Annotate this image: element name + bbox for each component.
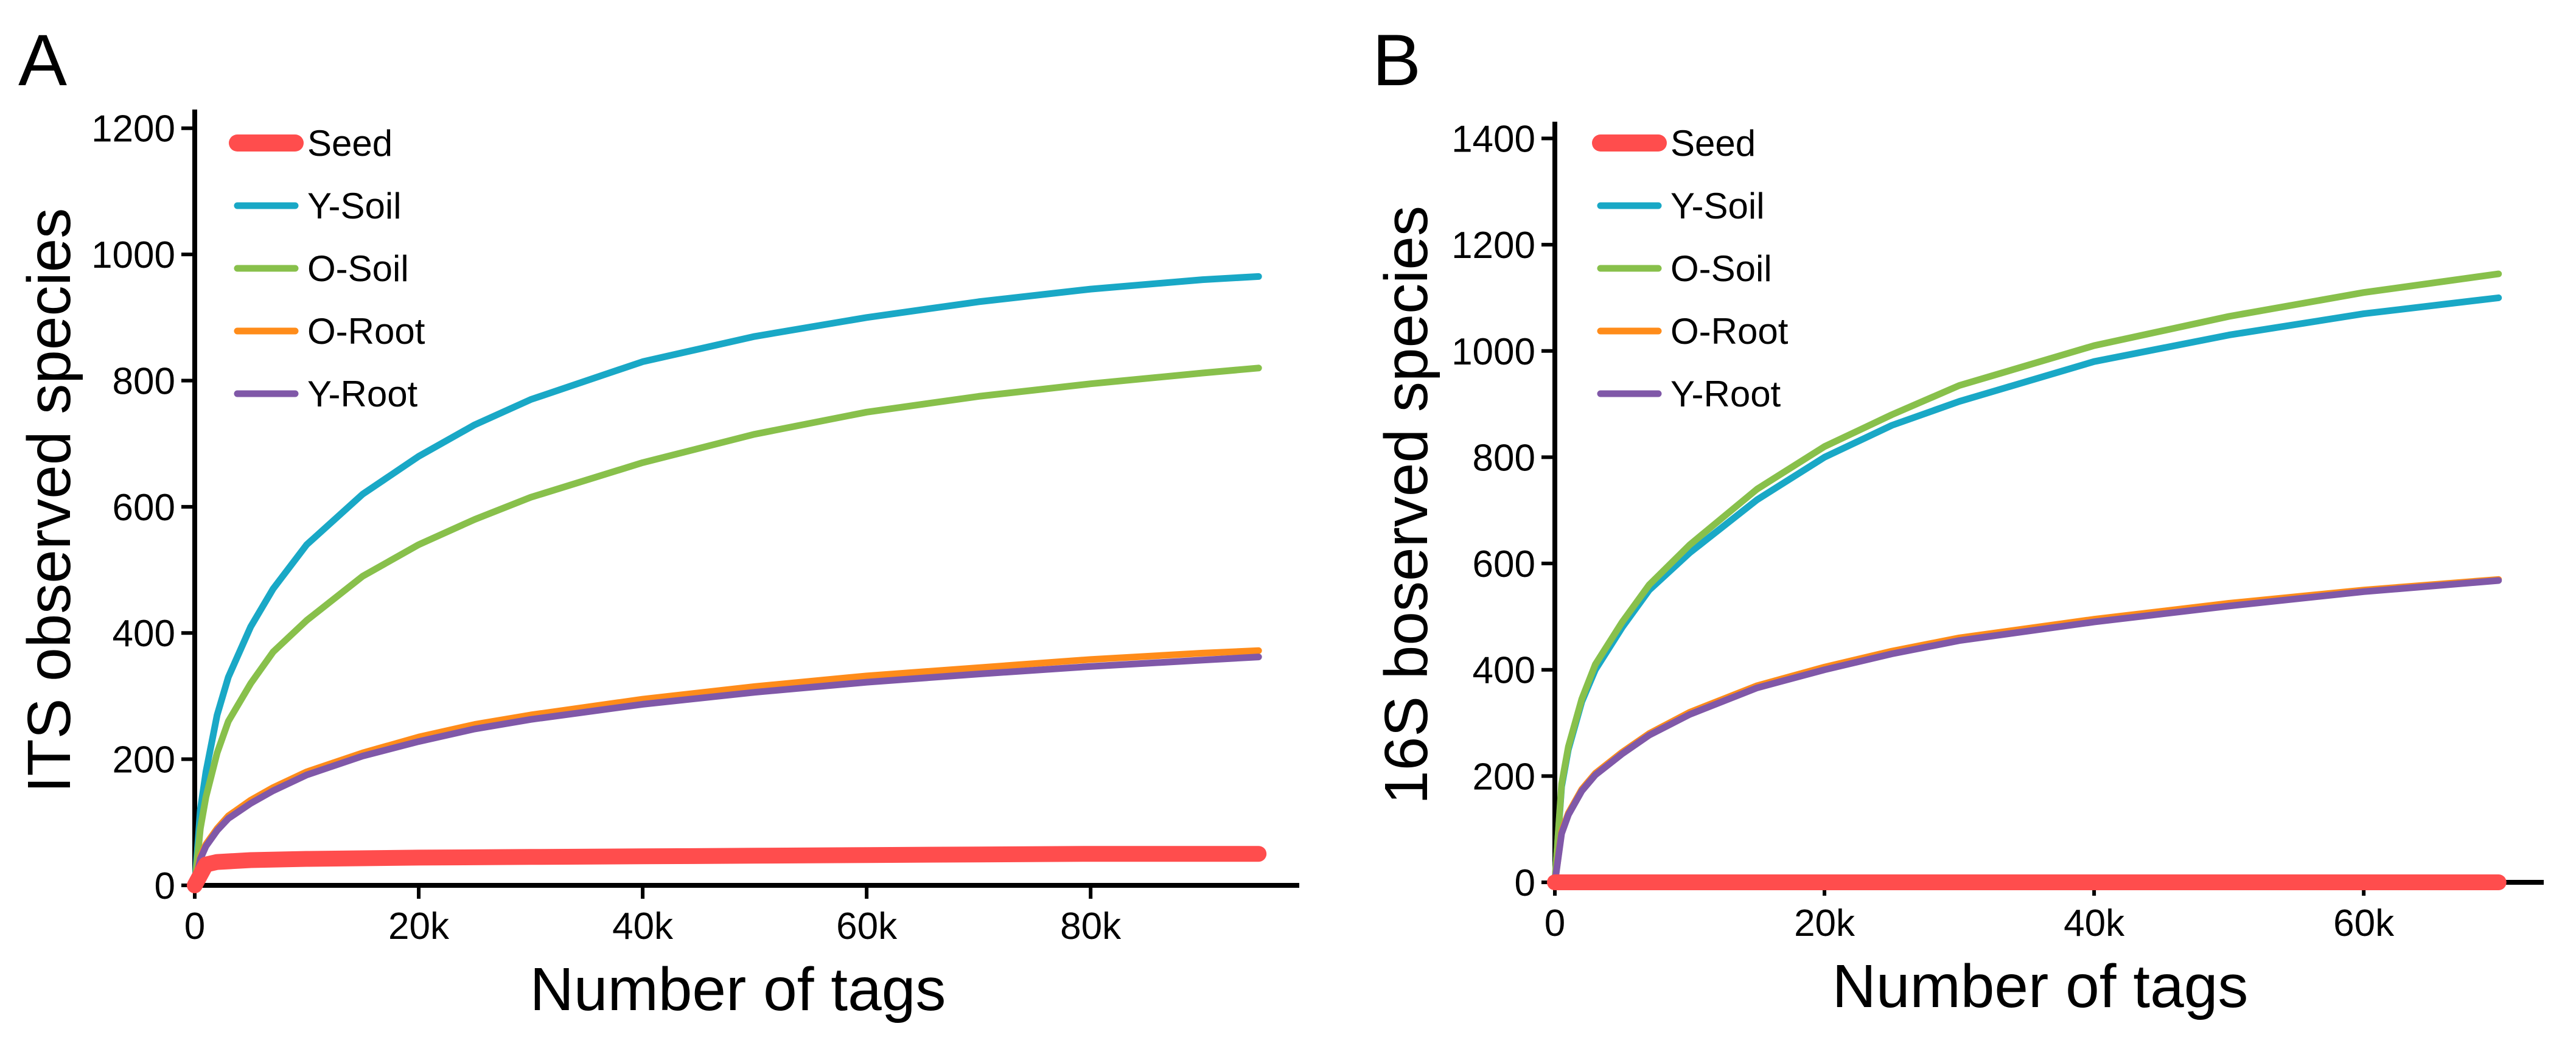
- legend-label: O-Soil: [1670, 248, 1772, 289]
- panel-letter: A: [18, 19, 67, 101]
- panel-b: B 0 200 400 600 800 1000 1200 1400 0 20k 40k 60k Numb…: [1372, 19, 2544, 1020]
- legend-label: Y-Soil: [307, 186, 402, 226]
- series-line-o-soil: [1551, 270, 2502, 886]
- series-line-o-root: [1551, 576, 2502, 886]
- x-axis-label: Number of tags: [530, 955, 946, 1023]
- legend-label: Seed: [1670, 123, 1756, 164]
- legend-label: Y-Root: [1670, 374, 1781, 414]
- x-tick-label: 20k: [1794, 902, 1855, 944]
- y-axis-label: ITS observed species: [15, 208, 83, 793]
- y-tick-label: 600: [1473, 543, 1535, 585]
- x-axis-label: Number of tags: [1832, 952, 2249, 1020]
- y-tick-label: 400: [1473, 650, 1535, 692]
- legend-label: Y-Soil: [1670, 186, 1765, 226]
- y-tick-label: 1400: [1451, 118, 1535, 160]
- series-line-seed: [187, 846, 1267, 893]
- legend-label: O-Root: [1670, 311, 1789, 352]
- panel-letter: B: [1372, 19, 1421, 101]
- panel-a: A 0 200 400 600 800 1000 1200 0 20k 40k 60k 80k Numbe…: [15, 19, 1299, 1023]
- series-line-o-soil: [191, 364, 1262, 889]
- legend-label: O-Soil: [307, 248, 409, 289]
- x-tick-label: 20k: [388, 905, 450, 947]
- y-tick-label: 600: [113, 487, 175, 529]
- x-tick-label: 60k: [836, 905, 898, 947]
- y-tick-label: 1000: [1451, 331, 1535, 373]
- x-tick-label: 80k: [1060, 905, 1122, 947]
- series-line-y-root: [191, 654, 1262, 889]
- x-tick-label: 40k: [612, 905, 674, 947]
- legend-label: Y-Root: [307, 374, 418, 414]
- x-tick-label: 0: [1545, 902, 1565, 944]
- y-tick-label: 200: [1473, 756, 1535, 798]
- x-tick-label: 0: [184, 905, 205, 947]
- series-line-y-soil: [191, 273, 1262, 889]
- x-tick-label: 60k: [2333, 902, 2395, 944]
- y-tick-label: 1200: [91, 108, 175, 150]
- y-tick-label: 200: [113, 739, 175, 781]
- legend-label: O-Root: [307, 311, 425, 352]
- y-tick-label: 400: [113, 613, 175, 655]
- x-tick-label: 40k: [2064, 902, 2125, 944]
- series-line-y-root: [1551, 577, 2502, 886]
- y-tick-label: 1200: [1451, 225, 1535, 267]
- y-tick-label: 0: [155, 865, 175, 907]
- y-axis-label: 16S boserved species: [1372, 206, 1440, 804]
- y-tick-label: 800: [113, 360, 175, 402]
- y-tick-label: 800: [1473, 437, 1535, 479]
- y-tick-label: 1000: [91, 234, 175, 276]
- legend-label: Seed: [307, 123, 393, 164]
- y-tick-label: 0: [1515, 862, 1535, 904]
